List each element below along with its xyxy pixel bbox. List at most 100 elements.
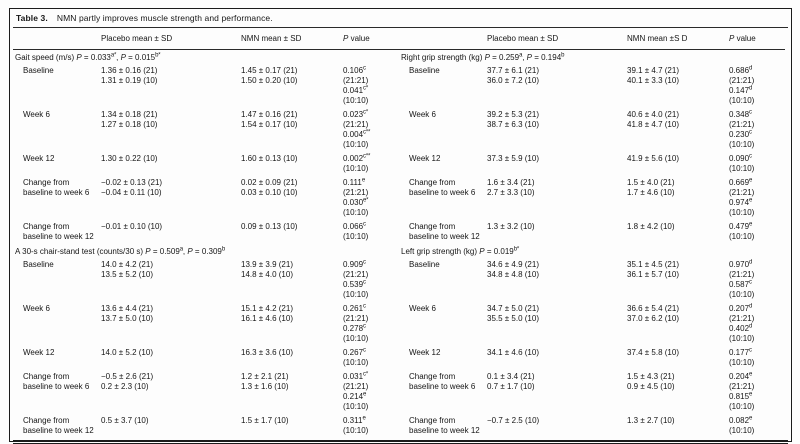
placebo-cell: −0.7 ± 2.5 (10) [487,416,540,425]
placebo-cell: −0.5 ± 2.6 (21) 0.2 ± 2.3 (10) [101,372,154,391]
nmn-cell: 1.3 ± 2.7 (10) [627,416,675,425]
row-label-cell: Week 12 [409,154,441,163]
p-value-cell: 0.090c (10:10) [729,153,755,173]
table-row: Change from baseline to week 12 0.5 ± 3.7 … [13,414,785,438]
p-value-cell: 0.111e (21:21) 0.030e* (10:10) [343,177,369,217]
nmn-cell: 41.9 ± 5.6 (10) [627,154,679,163]
nmn-cell: 1.47 ± 0.16 (21) 1.54 ± 0.17 (10) [241,110,298,129]
section-header: Right grip strength (kg) P = 0.259a, P =… [401,52,565,62]
placebo-cell: 0.5 ± 3.7 (10) [101,416,149,425]
table-row: Week 6 13.6 ± 4.4 (21) 13.7 ± 5.0 (10) 15.1… [13,302,785,346]
placebo-cell: 37.3 ± 5.9 (10) [487,154,539,163]
table-number: Table 3. [16,13,48,23]
column-header: P value [343,28,399,50]
placebo-cell: 13.6 ± 4.4 (21) 13.7 ± 5.0 (10) [101,304,153,323]
column-header: NMN mean ± SD [241,28,343,50]
row-label-cell: Week 6 [409,110,436,119]
table-row: Change from baseline to week 6 −0.02 ± 0.1… [13,176,785,220]
nmn-cell: 1.5 ± 1.7 (10) [241,416,289,425]
table-row: Week 12 14.0 ± 5.2 (10) 16.3 ± 3.6 (10) 0.2… [13,346,785,370]
section-header: Left grip strength (kg) P = 0.019b* [401,246,520,256]
table-row: Baseline 1.36 ± 0.16 (21) 1.31 ± 0.19 (10)… [13,64,785,108]
column-header: P value [729,28,785,50]
column-header: NMN mean ±S D [627,28,729,50]
column-header [13,28,101,50]
p-value-cell: 0.909c (21:21) 0.539c (10:10) [343,259,369,299]
table-header: Placebo mean ± SD NMN mean ± SD P value Pla… [13,28,785,50]
nmn-cell: 13.9 ± 3.9 (21) 14.8 ± 4.0 (10) [241,260,293,279]
placebo-cell: 34.6 ± 4.9 (21) 34.8 ± 4.8 (10) [487,260,539,279]
row-label-cell: Change from baseline to week 12 [23,416,94,435]
row-label-cell: Baseline [409,66,440,75]
p-value-cell: 0.479e (10:10) [729,221,755,241]
table-frame: Table 3. NMN partly improves muscle stren… [9,8,792,444]
column-header [399,28,487,50]
nmn-cell: 0.02 ± 0.09 (21) 0.03 ± 0.10 (10) [241,178,298,197]
placebo-cell: 37.7 ± 6.1 (21) 36.0 ± 7.2 (10) [487,66,539,85]
p-value-cell: 0.002c** (10:10) [343,153,371,173]
row-label-cell: Week 12 [23,348,55,357]
p-value-cell: 0.311e (10:10) [343,415,369,435]
p-value-cell: 0.031c* (21:21) 0.214e (10:10) [343,371,369,411]
nmn-cell: 1.5 ± 4.0 (21) 1.7 ± 4.6 (10) [627,178,675,197]
placebo-cell: 1.3 ± 3.2 (10) [487,222,535,231]
row-label-cell: Week 6 [23,110,50,119]
table-row: Week 12 1.30 ± 0.22 (10) 1.60 ± 0.13 (10) 0… [13,152,785,176]
table-row: Change from baseline to week 12 −0.01 ± 0.… [13,220,785,244]
row-label-cell: Change from baseline to week 12 [23,222,94,241]
p-value-cell: 0.066c (10:10) [343,221,369,241]
row-label-cell: Week 6 [409,304,436,313]
results-table: Placebo mean ± SD NMN mean ± SD P value Pla… [13,28,785,438]
nmn-cell: 35.1 ± 4.5 (21) 36.1 ± 5.7 (10) [627,260,679,279]
nmn-cell: 16.3 ± 3.6 (10) [241,348,293,357]
placebo-cell: 1.30 ± 0.22 (10) [101,154,158,163]
column-header: Placebo mean ± SD [487,28,627,50]
row-label-cell: Week 12 [23,154,55,163]
nmn-cell: 40.6 ± 4.0 (21) 41.8 ± 4.7 (10) [627,110,679,129]
nmn-cell: 15.1 ± 4.2 (21) 16.1 ± 4.6 (10) [241,304,293,323]
placebo-cell: 1.34 ± 0.18 (21) 1.27 ± 0.18 (10) [101,110,158,129]
table-row: Baseline 14.0 ± 4.2 (21) 13.5 ± 5.2 (10) 13… [13,258,785,302]
nmn-cell: 1.2 ± 2.1 (21) 1.3 ± 1.6 (10) [241,372,289,391]
row-label-cell: Change from baseline to week 6 [23,178,90,197]
p-value-cell: 0.686d (21:21) 0.147d (10:10) [729,65,755,105]
nmn-cell: 39.1 ± 4.7 (21) 40.1 ± 3.3 (10) [627,66,679,85]
table-row: Change from baseline to week 6 −0.5 ± 2.6 … [13,370,785,414]
nmn-cell: 1.45 ± 0.17 (21) 1.50 ± 0.20 (10) [241,66,298,85]
p-value-cell: 0.348c (21:21) 0.230c (10:10) [729,109,755,149]
table-caption: NMN partly improves muscle strength and … [56,13,273,23]
p-value-cell: 0.970d (21:21) 0.587c (10:10) [729,259,755,299]
row-label-cell: Change from baseline to week 12 [409,222,480,241]
placebo-cell: 14.0 ± 4.2 (21) 13.5 ± 5.2 (10) [101,260,153,279]
table-title: Table 3. NMN partly improves muscle stren… [13,9,788,28]
section-header: Gait speed (m/s) P = 0.033a*, P = 0.015b… [15,52,161,62]
placebo-cell: 1.36 ± 0.16 (21) 1.31 ± 0.19 (10) [101,66,158,85]
placebo-cell: 1.6 ± 3.4 (21) 2.7 ± 3.3 (10) [487,178,535,197]
nmn-cell: 1.60 ± 0.13 (10) [241,154,298,163]
nmn-cell: 1.5 ± 4.3 (21) 0.9 ± 4.5 (10) [627,372,675,391]
placebo-cell: 14.0 ± 5.2 (10) [101,348,153,357]
row-label-cell: Change from baseline to week 6 [409,372,476,391]
p-value-cell: 0.204e (21:21) 0.815e (10:10) [729,371,755,411]
table-row: Week 6 1.34 ± 0.18 (21) 1.27 ± 0.18 (10) 1.… [13,108,785,152]
section-header: A 30-s chair-stand test (counts/30 s) P … [15,246,225,256]
p-value-cell: 0.082e (10:10) [729,415,755,435]
p-value-cell: 0.669e (21:21) 0.974e (10:10) [729,177,755,217]
nmn-cell: 36.6 ± 5.4 (21) 37.0 ± 6.2 (10) [627,304,679,323]
row-label-cell: Change from baseline to week 6 [23,372,90,391]
placebo-cell: 34.1 ± 4.6 (10) [487,348,539,357]
nmn-cell: 1.8 ± 4.2 (10) [627,222,675,231]
row-label-cell: Change from baseline to week 12 [409,416,480,435]
nmn-cell: 0.09 ± 0.13 (10) [241,222,298,231]
placebo-cell: 39.2 ± 5.3 (21) 38.7 ± 6.3 (10) [487,110,539,129]
p-value-cell: 0.261c (21:21) 0.278c (10:10) [343,303,369,343]
row-label-cell: Week 6 [23,304,50,313]
row-label-cell: Week 12 [409,348,441,357]
p-value-cell: 0.177c (10:10) [729,347,755,367]
row-label-cell: Change from baseline to week 6 [409,178,476,197]
p-value-cell: 0.023c* (21:21) 0.004c** (10:10) [343,109,371,149]
row-label-cell: Baseline [23,66,54,75]
row-label-cell: Baseline [409,260,440,269]
table-body: Gait speed (m/s) P = 0.033a*, P = 0.015b… [13,50,785,439]
